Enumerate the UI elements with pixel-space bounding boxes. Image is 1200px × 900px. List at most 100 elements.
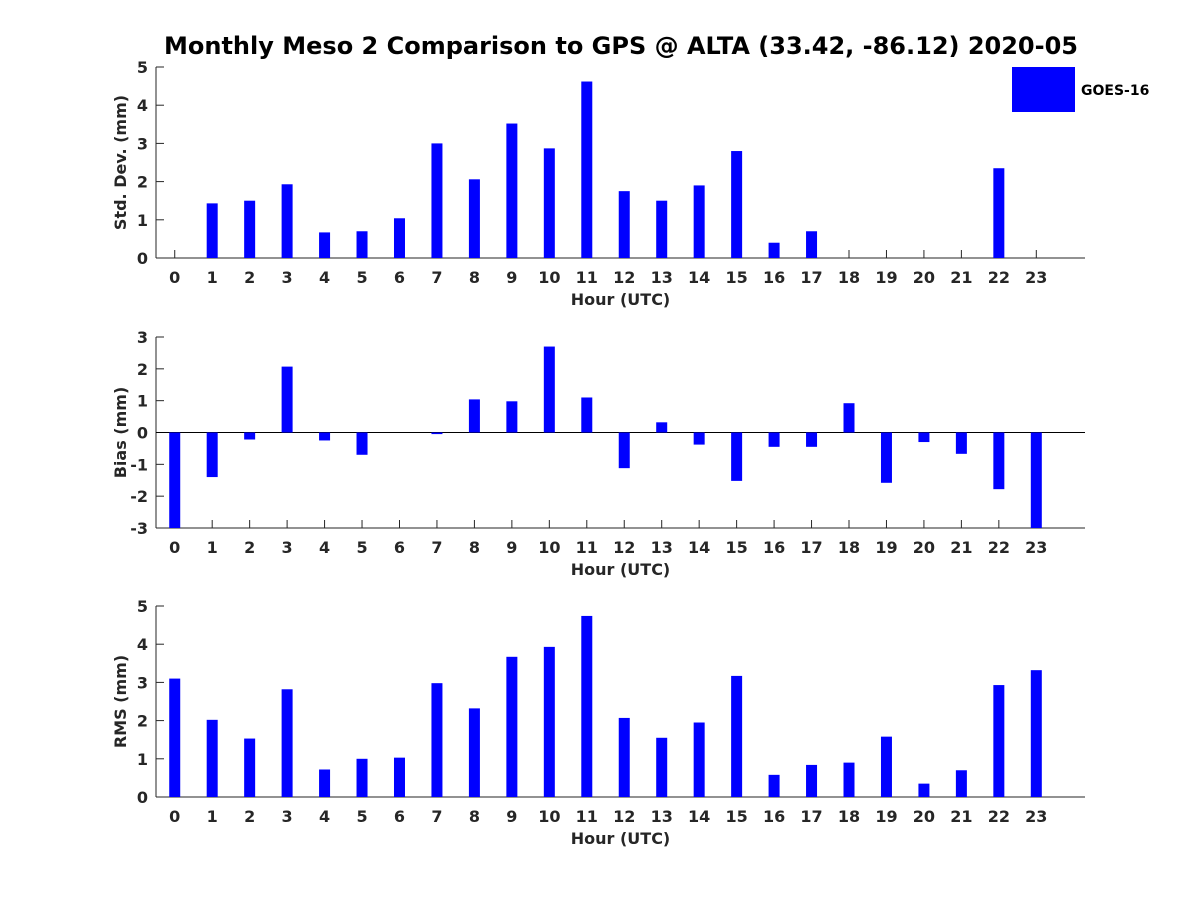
y-tick-label: 5: [137, 58, 148, 77]
bar-hour-12: [618, 191, 630, 258]
bar-hour-11: [581, 615, 593, 797]
bar-hour-15: [731, 432, 743, 481]
bar-hour-16: [768, 774, 780, 797]
x-tick-label: 16: [763, 807, 785, 826]
y-tick-label: -2: [130, 487, 148, 506]
y-tick-label: -3: [130, 519, 148, 538]
chart-title: Monthly Meso 2 Comparison to GPS @ ALTA …: [164, 32, 1078, 60]
y-tick-label: 4: [137, 635, 148, 654]
bar-hour-16: [768, 242, 780, 258]
y-axis-label: RMS (mm): [111, 655, 130, 748]
bar-hour-3: [281, 366, 293, 433]
bar-hour-19: [880, 432, 892, 483]
x-tick-label: 7: [431, 807, 442, 826]
bar-hour-5: [356, 231, 368, 258]
x-tick-label: 2: [244, 268, 255, 287]
y-tick-label: 1: [137, 392, 148, 411]
x-tick-label: 20: [913, 807, 935, 826]
bar-hour-13: [656, 737, 668, 797]
x-tick-label: 15: [725, 538, 747, 557]
x-tick-label: 8: [469, 268, 480, 287]
x-tick-label: 7: [431, 268, 442, 287]
x-tick-label: 19: [875, 538, 897, 557]
x-tick-label: 12: [613, 538, 635, 557]
x-tick-label: 9: [506, 268, 517, 287]
bar-hour-18: [843, 403, 855, 433]
y-tick-label: 2: [137, 712, 148, 731]
x-tick-label: 10: [538, 807, 560, 826]
bar-hour-6: [393, 218, 405, 258]
bar-hour-7: [431, 683, 443, 797]
x-tick-label: 4: [319, 538, 330, 557]
x-tick-label: 6: [394, 538, 405, 557]
x-tick-label: 5: [356, 268, 367, 287]
bar-hour-17: [806, 764, 818, 797]
x-axis-label: Hour (UTC): [571, 560, 671, 579]
x-tick-label: 5: [356, 807, 367, 826]
bar-hour-8: [468, 179, 480, 258]
x-tick-label: 23: [1025, 538, 1047, 557]
bar-hour-11: [581, 397, 593, 433]
bar-hour-12: [618, 717, 630, 797]
bar-hour-1: [206, 432, 218, 478]
bar-hour-10: [543, 346, 555, 433]
x-tick-label: 23: [1025, 268, 1047, 287]
bar-hour-8: [468, 708, 480, 797]
x-tick-label: 2: [244, 538, 255, 557]
x-tick-label: 4: [319, 268, 330, 287]
x-tick-label: 19: [875, 807, 897, 826]
x-tick-label: 12: [613, 268, 635, 287]
x-tick-label: 18: [838, 538, 860, 557]
x-tick-label: 10: [538, 538, 560, 557]
bar-hour-3: [281, 689, 293, 797]
bar-hour-5: [356, 432, 368, 455]
bar-hour-0: [169, 432, 181, 528]
x-tick-label: 16: [763, 268, 785, 287]
x-tick-label: 22: [988, 807, 1010, 826]
x-tick-label: 18: [838, 807, 860, 826]
y-tick-label: 5: [137, 597, 148, 616]
x-tick-label: 8: [469, 538, 480, 557]
x-tick-label: 14: [688, 807, 710, 826]
x-tick-label: 21: [950, 268, 972, 287]
bar-hour-11: [581, 81, 593, 259]
x-tick-label: 3: [282, 268, 293, 287]
bar-hour-7: [431, 143, 443, 258]
x-tick-label: 4: [319, 807, 330, 826]
x-tick-label: 22: [988, 538, 1010, 557]
bar-hour-4: [319, 769, 331, 797]
y-tick-label: 1: [137, 750, 148, 769]
bar-hour-15: [731, 675, 743, 797]
x-tick-label: 0: [169, 807, 180, 826]
y-tick-label: -1: [130, 455, 148, 474]
x-tick-label: 12: [613, 807, 635, 826]
x-tick-label: 8: [469, 807, 480, 826]
x-tick-label: 1: [207, 807, 218, 826]
y-tick-label: 3: [137, 328, 148, 347]
bar-hour-3: [281, 184, 293, 258]
x-tick-label: 21: [950, 807, 972, 826]
bar-hour-2: [244, 200, 256, 258]
bar-hour-17: [806, 231, 818, 258]
bar-hour-15: [731, 151, 743, 258]
y-axis-label: Std. Dev. (mm): [111, 95, 130, 230]
bar-hour-10: [543, 148, 555, 258]
x-tick-label: 23: [1025, 807, 1047, 826]
bar-hour-14: [693, 185, 705, 258]
x-tick-label: 6: [394, 268, 405, 287]
bar-hour-23: [1030, 432, 1042, 528]
bar-hour-1: [206, 719, 218, 797]
bar-hour-19: [880, 736, 892, 797]
x-tick-label: 11: [576, 807, 598, 826]
x-tick-label: 5: [356, 538, 367, 557]
bar-hour-4: [319, 432, 331, 441]
x-tick-label: 0: [169, 268, 180, 287]
x-tick-label: 1: [207, 538, 218, 557]
bar-hour-14: [693, 722, 705, 797]
x-tick-label: 14: [688, 538, 710, 557]
y-axis-label: Bias (mm): [111, 387, 130, 479]
